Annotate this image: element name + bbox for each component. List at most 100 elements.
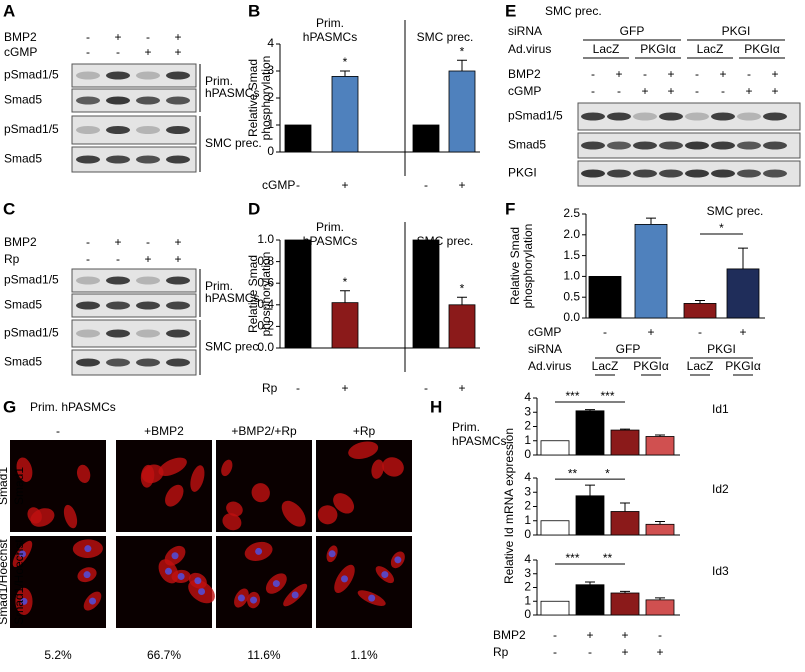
bar (634, 223, 668, 319)
nucleus (177, 572, 185, 580)
condition-sign: - (86, 45, 90, 59)
blot-band (76, 96, 100, 105)
condition-sign: - (695, 84, 699, 98)
significance-star: * (719, 221, 724, 235)
header-value: LacZ (592, 359, 619, 373)
condition-sign: - (603, 325, 607, 339)
blot-band (166, 358, 190, 367)
nucleus (20, 597, 28, 605)
header-value: PKGI (707, 342, 736, 356)
error-bar (585, 581, 595, 585)
condition-sign: - (591, 67, 595, 81)
blot-band (607, 112, 631, 121)
blot-row-label: pSmad1/5 (4, 122, 59, 136)
blot-band (136, 358, 160, 367)
bar (284, 124, 312, 153)
bar (610, 511, 640, 536)
significance-star: * (343, 55, 348, 69)
y-axis-label: Relative Smad (246, 59, 260, 137)
bar (645, 436, 675, 456)
header-value: LacZ (697, 42, 724, 56)
blot-band (76, 71, 100, 80)
error-bar (695, 300, 705, 304)
blot-band (106, 276, 130, 285)
cell (63, 504, 78, 529)
condition-sign: - (424, 178, 428, 192)
error-bar (655, 597, 665, 600)
bar (331, 302, 359, 349)
blot-band (763, 169, 787, 178)
column-label: +Rp (353, 424, 376, 438)
condition-sign: - (643, 67, 647, 81)
percentage: 1.1% (350, 648, 378, 662)
condition-sign: - (424, 381, 428, 395)
y-tick-label: 0 (524, 607, 531, 621)
y-tick-label: 0.0 (257, 340, 274, 354)
bar (540, 520, 570, 536)
nucleus (291, 591, 299, 599)
nucleus (394, 556, 402, 564)
condition-sign: + (341, 381, 348, 395)
bar (412, 239, 440, 349)
y-tick-label: 4 (524, 470, 531, 484)
error-bar (457, 59, 467, 71)
group-label: hPASMCs (303, 30, 357, 44)
column-label: +BMP2 (144, 424, 184, 438)
blot-row-label: Smad5 (4, 355, 42, 369)
y-tick-label: 1 (524, 513, 531, 527)
group-label: SMC prec. (417, 30, 474, 44)
blot-band (166, 96, 190, 105)
blot-band (136, 155, 160, 164)
y-tick-label: 2.0 (563, 227, 580, 241)
significance-star: *** (565, 389, 579, 403)
condition-sign: - (86, 252, 90, 266)
bar (726, 268, 760, 319)
condition-sign: + (174, 45, 181, 59)
blot-band (106, 96, 130, 105)
condition-sign: + (174, 252, 181, 266)
group-label: SMC prec. (205, 136, 262, 150)
row-label: Smad1 (12, 467, 26, 505)
group-label: hPASMCs (303, 234, 357, 248)
blot-band (136, 96, 160, 105)
blot-strip (71, 63, 197, 88)
error-bar (646, 217, 656, 225)
condition-sign: - (617, 84, 621, 98)
nucleus (18, 550, 26, 558)
blot-band (106, 126, 130, 134)
nucleus (83, 571, 91, 579)
cell (222, 513, 242, 531)
condition-label: Rp (493, 645, 509, 659)
condition-sign: - (86, 235, 90, 249)
group-label: SMC prec. (205, 340, 262, 354)
cell (348, 441, 379, 459)
blot-strip (71, 268, 197, 293)
y-tick-label: 1 (524, 593, 531, 607)
y-axis-label: Relative Id mRNA expression (502, 428, 516, 584)
header-value: PKGIα (744, 42, 780, 56)
y-tick-label: 1.0 (563, 269, 580, 283)
cell (281, 500, 306, 527)
cell (333, 493, 355, 514)
bar (645, 599, 675, 616)
group-label: hPASMCs (205, 86, 259, 100)
bar (540, 600, 570, 616)
column-label: - (56, 424, 60, 438)
cell (76, 464, 91, 484)
y-tick-label: 1.5 (563, 248, 580, 262)
blot-row-label: Smad5 (4, 298, 42, 312)
blot-band (136, 71, 160, 80)
y-axis-label: Relative Smad (508, 227, 522, 305)
panel-label: H (430, 397, 442, 416)
condition-sign: - (116, 45, 120, 59)
condition-sign: - (116, 252, 120, 266)
condition-label: BMP2 (4, 235, 37, 249)
blot-band (76, 329, 100, 338)
chart-title: Id2 (712, 482, 729, 496)
nucleus (255, 547, 263, 555)
condition-sign: + (656, 645, 663, 659)
bar (645, 523, 675, 536)
y-tick-label: 1 (267, 117, 274, 131)
blot-row-label: Smad5 (508, 138, 546, 152)
nucleus (328, 550, 336, 558)
